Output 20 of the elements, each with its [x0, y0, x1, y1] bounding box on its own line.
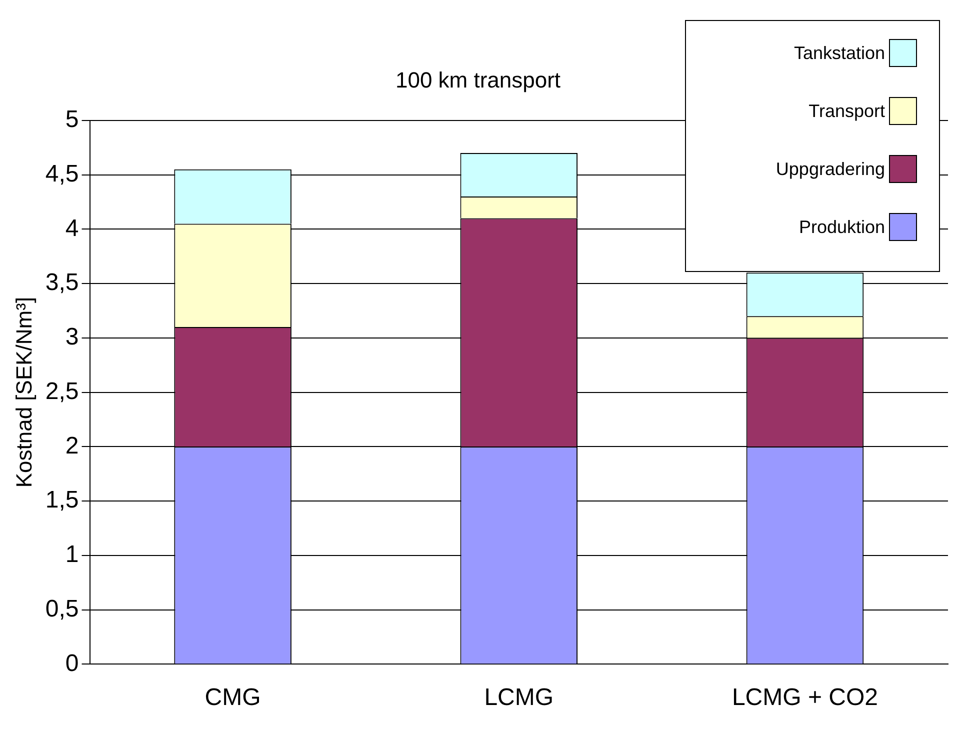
y-tick-label: 1,5 — [45, 486, 79, 514]
legend-label: Produktion — [798, 216, 885, 238]
y-tick-label: 2,5 — [45, 378, 79, 405]
y-tick-label: 0 — [65, 650, 79, 677]
x-tick-label: LCMG — [484, 684, 554, 712]
y-axis-title: Kostnad [SEK/Nm³] — [11, 296, 36, 488]
x-tick-label: LCMG + CO2 — [732, 684, 878, 712]
y-tick-label: 1 — [65, 541, 79, 568]
y-tick-label: 0,5 — [45, 595, 79, 622]
y-tick-label: 4 — [65, 214, 79, 242]
legend-label: Transport — [808, 100, 885, 122]
y-tick-label: 3,5 — [45, 269, 79, 296]
legend-label: Uppgradering — [776, 158, 885, 180]
y-tick-label: 3 — [65, 324, 79, 351]
y-tick-label: 5 — [65, 106, 79, 134]
x-tick-label: CMG — [204, 684, 261, 712]
chart-title: 100 km transport — [395, 67, 561, 92]
y-tick-label: 2 — [65, 432, 79, 460]
y-tick-label: 4,5 — [45, 160, 79, 188]
legend-label: Tankstation — [794, 42, 885, 64]
